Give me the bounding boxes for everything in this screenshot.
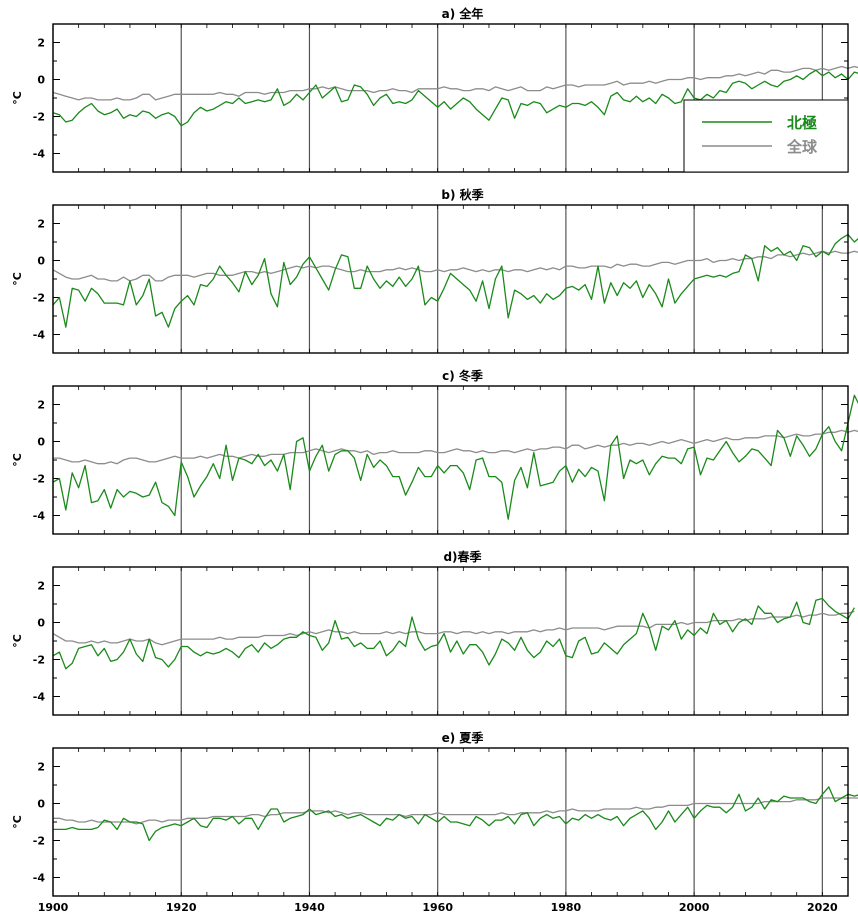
plot-frame (52, 385, 849, 535)
series-line-global (53, 797, 858, 825)
x-tick-label: 1940 (294, 901, 325, 914)
y-tick-label: 0 (37, 74, 45, 87)
panel-title: b) 秋季 (441, 187, 484, 202)
y-axis-label: °C (11, 453, 24, 467)
y-tick-label: -4 (33, 872, 46, 885)
y-tick-label: -4 (33, 510, 46, 523)
y-axis-label: °C (11, 272, 24, 286)
y-tick-label: 2 (37, 761, 45, 774)
legend-label-global: 全球 (786, 138, 818, 156)
x-tick-label: 1900 (38, 901, 69, 914)
panel-title: a) 全年 (442, 6, 484, 21)
y-tick-label: -4 (33, 148, 46, 161)
y-tick-label: 2 (37, 218, 45, 231)
plot-frame (52, 23, 849, 173)
y-axis-label: °C (11, 815, 24, 829)
y-axis-label: °C (11, 634, 24, 648)
y-tick-label: 2 (37, 37, 45, 50)
series-line-arctic (52, 394, 858, 520)
panel-title: e) 夏季 (442, 730, 485, 745)
legend-box (683, 99, 849, 173)
panel-e: e) 夏季 -4 -2 0 2 °C 1900 1920 1940 1960 1980 2000 202… (11, 730, 858, 914)
panel-d: d)春季 -4 -2 0 2 °C (11, 549, 855, 716)
series-line-global (52, 65, 858, 101)
series-line-arctic (52, 233, 858, 328)
x-tick-label: 2000 (679, 901, 710, 914)
y-tick-label: 2 (37, 580, 45, 593)
x-tick-label: 1920 (166, 901, 197, 914)
panel-title: d)春季 (443, 549, 482, 564)
plot-frame (52, 204, 849, 354)
series-line-arctic (52, 597, 855, 670)
plot-frame (52, 566, 849, 716)
y-tick-label: -4 (33, 329, 46, 342)
y-tick-label: -2 (33, 292, 45, 305)
y-tick-label: 0 (37, 617, 45, 630)
plot-frame (52, 747, 849, 897)
panel-c: c) 冬季 -4 -2 0 2 °C (11, 368, 858, 535)
x-tick-label: 1960 (422, 901, 453, 914)
y-tick-label: -2 (33, 654, 45, 667)
series-line-global (52, 250, 858, 282)
y-axis-label: °C (11, 91, 24, 105)
legend-label-arctic: 北極 (787, 114, 817, 132)
y-tick-label: 0 (37, 255, 45, 268)
y-tick-label: -2 (33, 111, 45, 124)
series-line-arctic (53, 786, 858, 842)
x-tick-label: 2020 (807, 901, 838, 914)
y-tick-label: -2 (33, 473, 45, 486)
y-tick-label: -2 (33, 835, 45, 848)
panel-title: c) 冬季 (442, 368, 484, 383)
series-line-global (53, 429, 858, 465)
x-tick-label: 1980 (551, 901, 582, 914)
y-tick-label: 2 (37, 399, 45, 412)
y-tick-label: 0 (37, 436, 45, 449)
panel-b: b) 秋季 -4 -2 0 2 °C (11, 187, 858, 354)
series-line-global (52, 610, 855, 646)
series-line-arctic (52, 69, 858, 127)
y-tick-label: 0 (37, 798, 45, 811)
y-tick-label: -4 (33, 691, 46, 704)
